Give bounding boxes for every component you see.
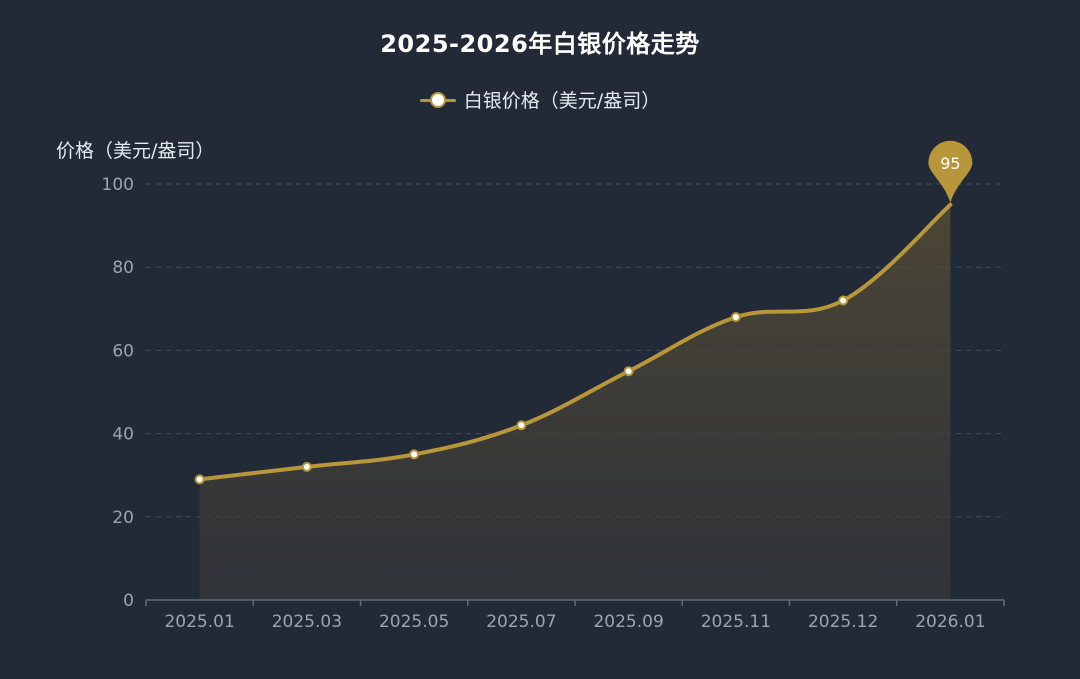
data-point[interactable] <box>301 461 312 472</box>
data-point[interactable] <box>409 449 420 460</box>
x-tick-label: 2025.11 <box>701 612 771 632</box>
legend-item-silver-price[interactable]: 白银价格（美元/盎司） <box>419 86 661 113</box>
series-area-fill <box>199 204 951 601</box>
y-tick-label: 20 <box>112 508 134 528</box>
y-tick-label: 0 <box>123 591 134 611</box>
data-point[interactable] <box>516 420 527 431</box>
data-point[interactable] <box>194 474 205 485</box>
x-tick-label: 2025.01 <box>164 612 234 632</box>
data-point[interactable] <box>838 295 849 306</box>
y-tick-label: 40 <box>112 425 134 445</box>
map-pin-icon <box>928 140 973 203</box>
y-tick-label: 100 <box>102 175 134 195</box>
x-tick-label: 2025.12 <box>808 612 878 632</box>
chart-title: 2025-2026年白银价格走势 <box>380 30 700 58</box>
x-tick-label: 2025.09 <box>593 612 663 632</box>
y-tick-label: 60 <box>112 341 134 361</box>
data-point[interactable] <box>730 312 741 323</box>
legend-line-dot-icon <box>419 90 456 110</box>
x-tick-label: 2025.07 <box>486 612 556 632</box>
x-tick-label: 2026.01 <box>915 612 985 632</box>
y-axis-label: 价格（美元/盎司） <box>56 140 215 162</box>
y-tick-label: 80 <box>112 258 134 278</box>
legend: 白银价格（美元/盎司） <box>0 86 1080 113</box>
data-point[interactable] <box>623 366 634 377</box>
x-tick-label: 2025.05 <box>379 612 449 632</box>
max-value-marker[interactable]: 95 <box>928 140 973 203</box>
max-value-label: 95 <box>940 154 960 173</box>
legend-label: 白银价格（美元/盎司） <box>463 90 661 112</box>
x-tick-label: 2025.03 <box>272 612 342 632</box>
